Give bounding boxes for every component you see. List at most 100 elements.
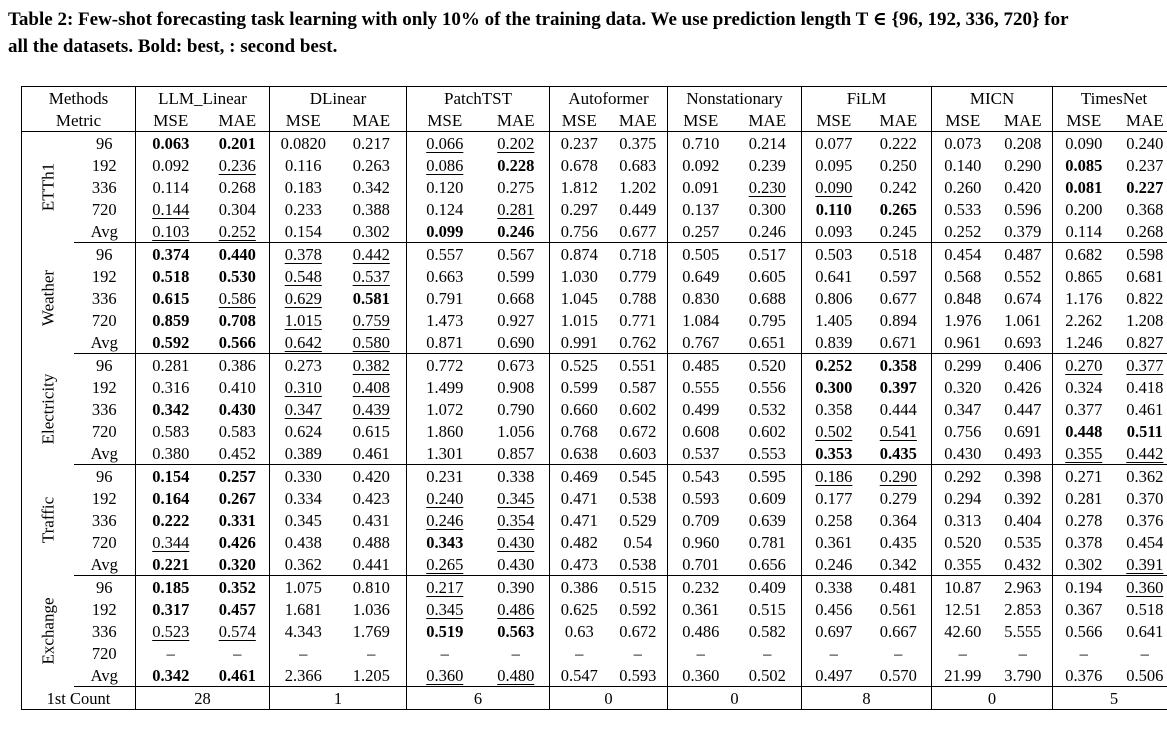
value-cell: 0.830 xyxy=(667,287,734,309)
value-cell: 0.245 xyxy=(865,220,932,243)
value-text: 1.202 xyxy=(619,177,657,197)
value-cell: 0.615 xyxy=(337,420,407,442)
value-cell: 1.015 xyxy=(269,309,337,331)
value-text: 0.518 xyxy=(1126,599,1164,619)
value-text: 0.865 xyxy=(1065,266,1103,286)
value-text: 0.077 xyxy=(815,133,853,153)
value-cell: 0.331 xyxy=(206,509,270,531)
value-text: 0.452 xyxy=(218,443,256,463)
value-cell: 0.767 xyxy=(667,331,734,354)
value-cell: 0.473 xyxy=(549,553,609,576)
value-text: 0.708 xyxy=(218,310,256,330)
value-cell: 0.116 xyxy=(269,154,337,176)
value-cell: 0.537 xyxy=(337,265,407,287)
value-text: 0.404 xyxy=(1004,510,1042,530)
value-cell: 4.343 xyxy=(269,620,337,642)
value-text: 0.426 xyxy=(1004,377,1042,397)
value-cell: 0.709 xyxy=(667,509,734,531)
value-cell: 0.768 xyxy=(549,420,609,442)
value-text: 0.639 xyxy=(748,510,786,530)
value-text: 0.602 xyxy=(619,399,657,419)
value-cell: 0.566 xyxy=(1052,620,1115,642)
value-text: 0.231 xyxy=(426,466,464,486)
value-cell: 0.471 xyxy=(549,487,609,509)
value-cell: 0.593 xyxy=(608,664,668,687)
value-text: – xyxy=(1079,643,1088,663)
value-text: 0.486 xyxy=(497,599,535,619)
value-text: 0.376 xyxy=(1126,510,1164,530)
value-text: 1.030 xyxy=(560,266,598,286)
value-text: 0.257 xyxy=(682,221,720,241)
value-cell: 0.432 xyxy=(993,553,1053,576)
value-cell: 0.810 xyxy=(337,576,407,599)
value-cell: 0.481 xyxy=(866,576,932,599)
value-cell: 0.260 xyxy=(931,176,994,198)
value-text: 0.302 xyxy=(352,221,390,241)
value-text: 0.389 xyxy=(284,443,322,463)
value-cell: – xyxy=(667,642,734,664)
value-cell: 5.555 xyxy=(994,620,1053,642)
value-text: 0.762 xyxy=(619,332,657,352)
value-cell: 0.441 xyxy=(336,553,407,576)
value-text: 0.343 xyxy=(426,532,464,552)
value-cell: 0.485 xyxy=(667,353,734,376)
value-cell: 0.391 xyxy=(1114,553,1167,576)
value-text: 0.756 xyxy=(560,221,598,241)
value-cell: 0.656 xyxy=(733,553,802,576)
value-cell: 0.185 xyxy=(135,575,206,598)
value-cell: 0.265 xyxy=(406,553,483,576)
value-text: 2.262 xyxy=(1065,310,1103,330)
value-text: 0.449 xyxy=(619,199,657,219)
value-text: 0.961 xyxy=(944,332,982,352)
method-header: Autoformer xyxy=(549,86,668,109)
value-cell: 0.426 xyxy=(994,376,1053,398)
value-text: 0.599 xyxy=(497,266,535,286)
value-text: 0.275 xyxy=(497,177,535,197)
value-text: 0.310 xyxy=(284,377,322,397)
metric-header: MSE xyxy=(667,109,734,132)
value-text: 0.857 xyxy=(497,443,535,463)
value-text: 1.473 xyxy=(426,310,464,330)
value-cell: 0.641 xyxy=(1114,620,1167,642)
value-cell: 0.345 xyxy=(483,487,550,509)
value-cell: 0.154 xyxy=(135,464,206,487)
value-cell: 0.624 xyxy=(269,420,337,442)
value-text: 0.358 xyxy=(815,399,853,419)
value-cell: 0.461 xyxy=(205,664,270,687)
dataset-label-cell: Weather xyxy=(21,242,74,354)
value-cell: – xyxy=(406,642,483,664)
results-table: Methods LLM_Linear DLinear PatchTST Autoform… xyxy=(21,86,1167,710)
value-cell: 0.690 xyxy=(482,331,550,354)
value-cell: 0.232 xyxy=(667,575,734,598)
value-cell: 0.701 xyxy=(667,553,734,576)
value-cell: 0.409 xyxy=(734,576,802,599)
value-cell: – xyxy=(801,642,866,664)
value-cell: 0.822 xyxy=(1114,287,1167,309)
table-row: 720 – – – – – – – – – – – – – – – – xyxy=(22,642,1167,664)
value-cell: 0.257 xyxy=(667,220,734,243)
value-text: 0.342 xyxy=(152,665,190,685)
value-text: 1.075 xyxy=(284,577,322,597)
value-cell: 0.688 xyxy=(734,287,802,309)
value-text: 0.519 xyxy=(426,621,464,641)
value-cell: 0.294 xyxy=(931,487,994,509)
value-text: 0.552 xyxy=(1004,266,1042,286)
value-cell: 0.641 xyxy=(801,265,866,287)
value-text: 0.656 xyxy=(748,554,786,574)
value-text: 0.583 xyxy=(218,421,256,441)
value-cell: 0.444 xyxy=(866,398,932,420)
value-cell: 0.678 xyxy=(549,154,609,176)
value-text: – xyxy=(633,643,642,663)
value-text: 0.677 xyxy=(879,288,917,308)
value-cell: 0.278 xyxy=(1052,509,1115,531)
value-text: 0.257 xyxy=(218,466,256,486)
value-cell: 0.551 xyxy=(609,354,668,377)
value-cell: 0.389 xyxy=(269,442,337,465)
value-text: 1.176 xyxy=(1065,288,1103,308)
value-cell: 0.404 xyxy=(994,509,1053,531)
value-text: 0.292 xyxy=(944,466,982,486)
value-text: 1.045 xyxy=(560,288,598,308)
value-text: 2.853 xyxy=(1004,599,1042,619)
value-text: 0.344 xyxy=(152,532,190,552)
value-text: 0.367 xyxy=(1065,599,1103,619)
